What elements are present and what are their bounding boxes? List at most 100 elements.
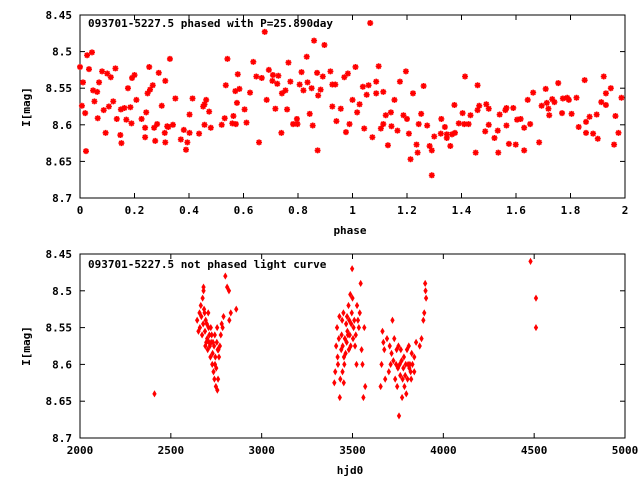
- data-point: [586, 113, 593, 120]
- data-point: [337, 393, 342, 402]
- data-point: [211, 342, 217, 350]
- data-point: [384, 142, 391, 149]
- data-point: [202, 309, 207, 317]
- x-tick-label: 2: [622, 204, 629, 217]
- data-point: [236, 85, 243, 92]
- data-point: [367, 20, 374, 27]
- data-points: [77, 20, 625, 179]
- data-point: [530, 89, 537, 96]
- data-point: [149, 82, 156, 89]
- data-point: [117, 132, 124, 139]
- data-point: [607, 85, 614, 92]
- data-point: [99, 68, 106, 75]
- y-tick-label: 8.7: [52, 192, 72, 205]
- x-tick-label: 0.4: [179, 204, 199, 217]
- data-point: [362, 324, 367, 332]
- data-point: [84, 52, 91, 59]
- data-point: [399, 357, 404, 365]
- y-tick-label: 8.5: [52, 285, 72, 298]
- data-point: [389, 349, 394, 357]
- data-point: [350, 294, 355, 302]
- data-point: [278, 129, 285, 136]
- data-point: [346, 346, 352, 354]
- x-tick-label: 2500: [158, 444, 185, 457]
- data-point: [378, 382, 383, 391]
- data-point: [380, 121, 387, 128]
- data-point: [265, 66, 272, 73]
- data-point: [112, 65, 119, 72]
- data-point: [339, 331, 344, 339]
- data-point: [396, 342, 401, 350]
- data-point: [545, 105, 552, 112]
- data-point: [206, 108, 213, 115]
- data-point: [409, 90, 416, 97]
- data-point: [395, 382, 400, 391]
- data-point: [127, 104, 134, 111]
- data-point: [227, 316, 232, 324]
- data-point: [384, 335, 390, 343]
- data-point: [394, 346, 399, 354]
- data-point: [344, 70, 351, 77]
- data-point: [229, 120, 236, 127]
- data-point: [304, 79, 311, 86]
- data-point: [388, 360, 393, 368]
- x-tick-label: 0.8: [288, 204, 308, 217]
- data-point: [546, 112, 553, 119]
- data-point: [373, 78, 380, 85]
- data-point: [161, 129, 168, 136]
- data-point: [186, 111, 193, 118]
- data-point: [216, 353, 222, 361]
- data-point: [129, 74, 136, 81]
- data-point: [612, 113, 619, 120]
- data-point: [94, 115, 101, 122]
- data-point: [398, 371, 403, 380]
- data-point: [405, 130, 412, 137]
- data-point: [123, 116, 130, 123]
- data-point: [204, 320, 209, 328]
- data-point: [338, 375, 343, 383]
- data-point: [387, 109, 394, 116]
- data-point: [448, 131, 455, 138]
- data-point: [341, 309, 346, 317]
- data-point: [162, 139, 169, 146]
- data-point: [306, 110, 313, 117]
- data-point: [496, 111, 503, 118]
- data-point: [363, 382, 368, 391]
- data-point: [402, 382, 407, 391]
- data-point: [293, 115, 300, 122]
- data-point: [232, 121, 239, 128]
- data-point: [451, 129, 458, 136]
- data-point: [321, 42, 328, 49]
- data-point: [142, 124, 149, 131]
- data-point: [215, 386, 220, 394]
- data-point: [555, 80, 562, 87]
- data-point: [166, 55, 173, 62]
- data-point: [611, 141, 618, 148]
- data-point: [361, 125, 368, 132]
- data-point: [287, 78, 294, 85]
- data-point: [465, 121, 472, 128]
- data-point: [418, 110, 425, 117]
- data-point: [349, 320, 354, 328]
- data-point: [90, 87, 97, 94]
- data-point: [332, 81, 339, 88]
- data-point: [527, 121, 534, 128]
- data-point: [315, 92, 322, 99]
- data-point: [485, 121, 492, 128]
- data-point: [382, 112, 389, 119]
- data-point: [201, 320, 206, 328]
- data-point: [196, 130, 203, 137]
- data-point: [169, 121, 176, 128]
- data-point: [382, 346, 387, 354]
- data-point: [438, 115, 445, 122]
- data-point: [272, 105, 279, 112]
- data-point: [352, 316, 357, 324]
- data-point: [233, 99, 240, 106]
- data-point: [391, 357, 396, 365]
- data-point: [361, 393, 366, 402]
- data-point: [342, 335, 348, 343]
- data-point: [209, 331, 214, 339]
- data-point: [503, 104, 510, 111]
- data-point: [401, 353, 407, 361]
- data-point: [195, 316, 200, 324]
